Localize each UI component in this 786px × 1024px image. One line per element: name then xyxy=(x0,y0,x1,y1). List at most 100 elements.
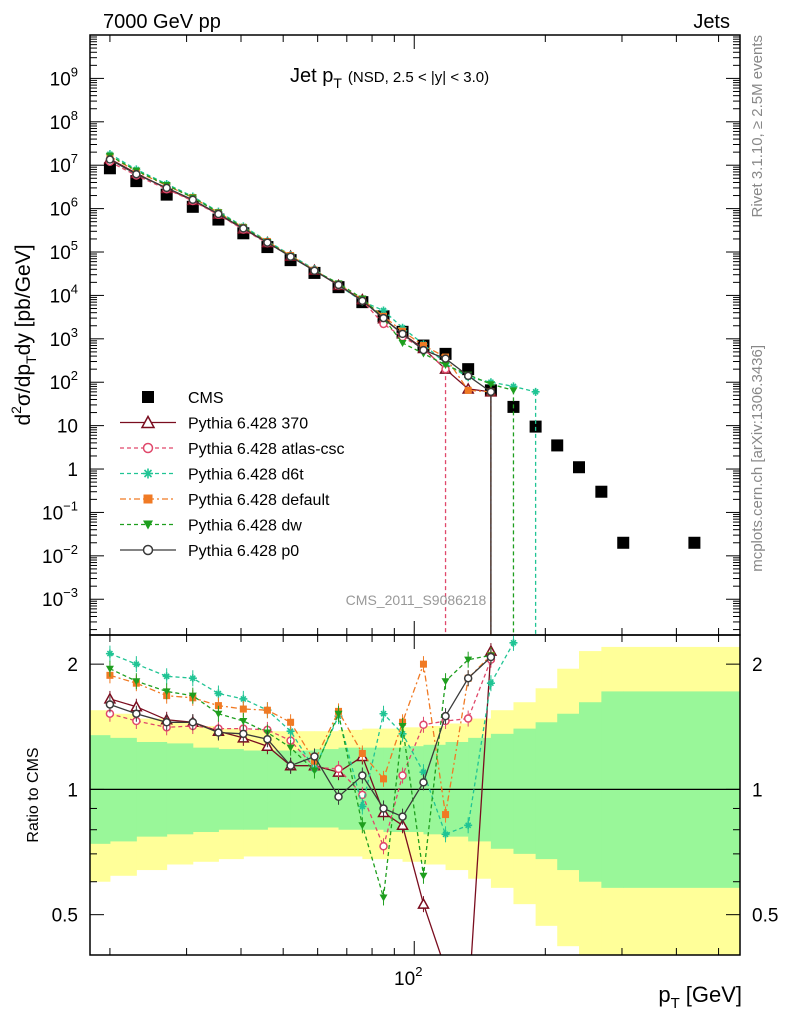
point-5-16 xyxy=(486,381,495,389)
ratio-point-2-3 xyxy=(188,674,197,683)
point-4-13 xyxy=(419,342,427,350)
ratio-series-5 xyxy=(105,649,496,825)
point-5-14 xyxy=(441,361,450,369)
plot-title-extra: (NSD, 2.5 < |y| < 3.0) xyxy=(348,69,489,86)
ratio-point-2-4 xyxy=(214,689,223,698)
point-3-11 xyxy=(379,306,388,315)
legend-marker-0 xyxy=(142,391,154,403)
ratio-y-tick-label-left-2: 2 xyxy=(67,655,78,676)
rivet-label: Rivet 3.1.10, ≥ 2.5M events xyxy=(749,35,766,218)
ratio-point-5-0 xyxy=(105,700,115,709)
legend-label-0: CMS xyxy=(188,390,224,407)
ratio-point-2-10 xyxy=(358,802,367,811)
x-tick-label-0: 102 xyxy=(394,964,422,990)
ratio-point-5-4 xyxy=(214,728,223,737)
legend-label-3: Pythia 6.428 d6t xyxy=(188,467,304,484)
ratio-point-5-5 xyxy=(239,729,248,739)
ratio-point-5-3 xyxy=(188,718,198,727)
legend-marker-1 xyxy=(140,414,156,429)
point-6-7 xyxy=(286,252,295,261)
ratio-point-4-0 xyxy=(105,665,114,673)
y-label-2: 2 xyxy=(8,406,24,414)
series-3 xyxy=(105,150,540,635)
ratio-y-tick-label-left-0: 0.5 xyxy=(52,906,78,927)
ratio-point-4-13 xyxy=(419,872,428,880)
legend-marker-3 xyxy=(143,468,153,479)
x-label-t: T xyxy=(671,995,680,1012)
ratio-point-5-8 xyxy=(310,752,319,761)
ratio-point-3-13 xyxy=(419,660,427,668)
main-y-tick-label-5: 102 xyxy=(50,368,78,394)
mcplots-label: mcplots.cern.ch [arXiv:1306.3436] xyxy=(749,345,766,572)
ratio-point-2-2 xyxy=(162,672,171,681)
y-label-sigma: σ/dp xyxy=(12,364,35,406)
point-6-11 xyxy=(379,313,388,323)
main-plot-ticks: 10−3 10−2 10−1 1 10 102 103 104 105 106 107 108 109 xyxy=(42,35,740,635)
x-axis-label: pT [GeV] xyxy=(658,982,742,1012)
ratio-point-5-13 xyxy=(419,778,428,787)
legend-label-4: Pythia 6.428 default xyxy=(188,492,330,509)
ratio-point-4-9 xyxy=(334,710,343,718)
ratio-point-3-11 xyxy=(380,775,388,783)
main-y-tick-label-8: 105 xyxy=(50,238,78,264)
point-3-17 xyxy=(509,382,518,391)
ratio-point-2-7 xyxy=(286,727,295,736)
legend-marker-5 xyxy=(143,520,153,530)
point-5-17 xyxy=(509,387,518,395)
ratio-point-0-12 xyxy=(396,818,409,831)
ratio-point-5-12 xyxy=(398,812,407,821)
point-6-4 xyxy=(214,209,223,219)
ratio-point-2-13 xyxy=(419,768,428,777)
x-label-unit: [GeV] xyxy=(686,982,742,1007)
series-5 xyxy=(105,152,518,635)
ratio-y-axis-label: Ratio to CMS xyxy=(25,747,42,842)
plot-title-sub: T xyxy=(333,75,342,91)
point-0-20 xyxy=(572,461,585,474)
y-axis-label: d2σ/dpTdy [pb/GeV] xyxy=(8,244,39,425)
series-line-3 xyxy=(109,153,536,393)
ratio-point-3-14 xyxy=(442,811,450,819)
point-6-5 xyxy=(239,224,248,233)
ratio-point-1-9 xyxy=(334,764,343,774)
legend-label-1: Pythia 6.428 370 xyxy=(188,416,308,433)
main-y-tick-label-12: 109 xyxy=(50,64,78,90)
ratio-plot-ticks: 0.5 0.5 1 1 2 2 102 xyxy=(52,635,778,990)
point-6-1 xyxy=(132,169,141,179)
ratio-point-4-5 xyxy=(239,718,248,726)
point-6-16 xyxy=(486,387,496,397)
point-6-0 xyxy=(105,155,115,164)
ratio-point-4-14 xyxy=(441,678,450,686)
point-0-23 xyxy=(688,536,701,549)
ratio-point-3-10 xyxy=(358,749,366,757)
point-0-18 xyxy=(529,420,542,433)
ratio-point-4-7 xyxy=(286,744,295,752)
header-right: Jets xyxy=(693,11,730,33)
point-6-6 xyxy=(263,238,272,247)
main-plot: 10−310−210−1110102103104105106107108109 … xyxy=(8,34,741,636)
ratio-point-3-5 xyxy=(239,705,247,713)
ratio-point-1-12 xyxy=(398,771,407,780)
main-y-tick-label-4: 10 xyxy=(57,417,78,438)
band-inner-21 xyxy=(578,702,602,882)
ratio-point-3-4 xyxy=(214,702,222,710)
ratio-point-4-2 xyxy=(162,688,171,696)
ratio-point-5-6 xyxy=(263,734,272,744)
ratio-point-5-1 xyxy=(132,709,141,718)
ratio-point-2-0 xyxy=(105,649,114,658)
point-6-2 xyxy=(162,183,171,193)
plot-title-main: Jet p xyxy=(290,65,333,87)
legend-label-6: Pythia 6.428 p0 xyxy=(188,543,299,560)
legend-marker-6 xyxy=(142,544,154,556)
ratio-point-0-13 xyxy=(417,897,430,909)
ratio-point-4-4 xyxy=(214,710,223,718)
ratio-plot-frame xyxy=(89,634,741,956)
main-y-tick-label-10: 107 xyxy=(50,151,78,177)
main-y-tick-label-6: 103 xyxy=(50,325,78,351)
point-3-18 xyxy=(531,387,540,396)
legend-label-2: Pythia 6.428 atlas-csc xyxy=(188,441,345,458)
point-6-13 xyxy=(419,345,428,355)
ratio-point-2-1 xyxy=(132,660,141,669)
ratio-point-3-6 xyxy=(263,706,271,714)
point-6-14 xyxy=(441,354,450,363)
y-label-t: T xyxy=(23,355,39,364)
